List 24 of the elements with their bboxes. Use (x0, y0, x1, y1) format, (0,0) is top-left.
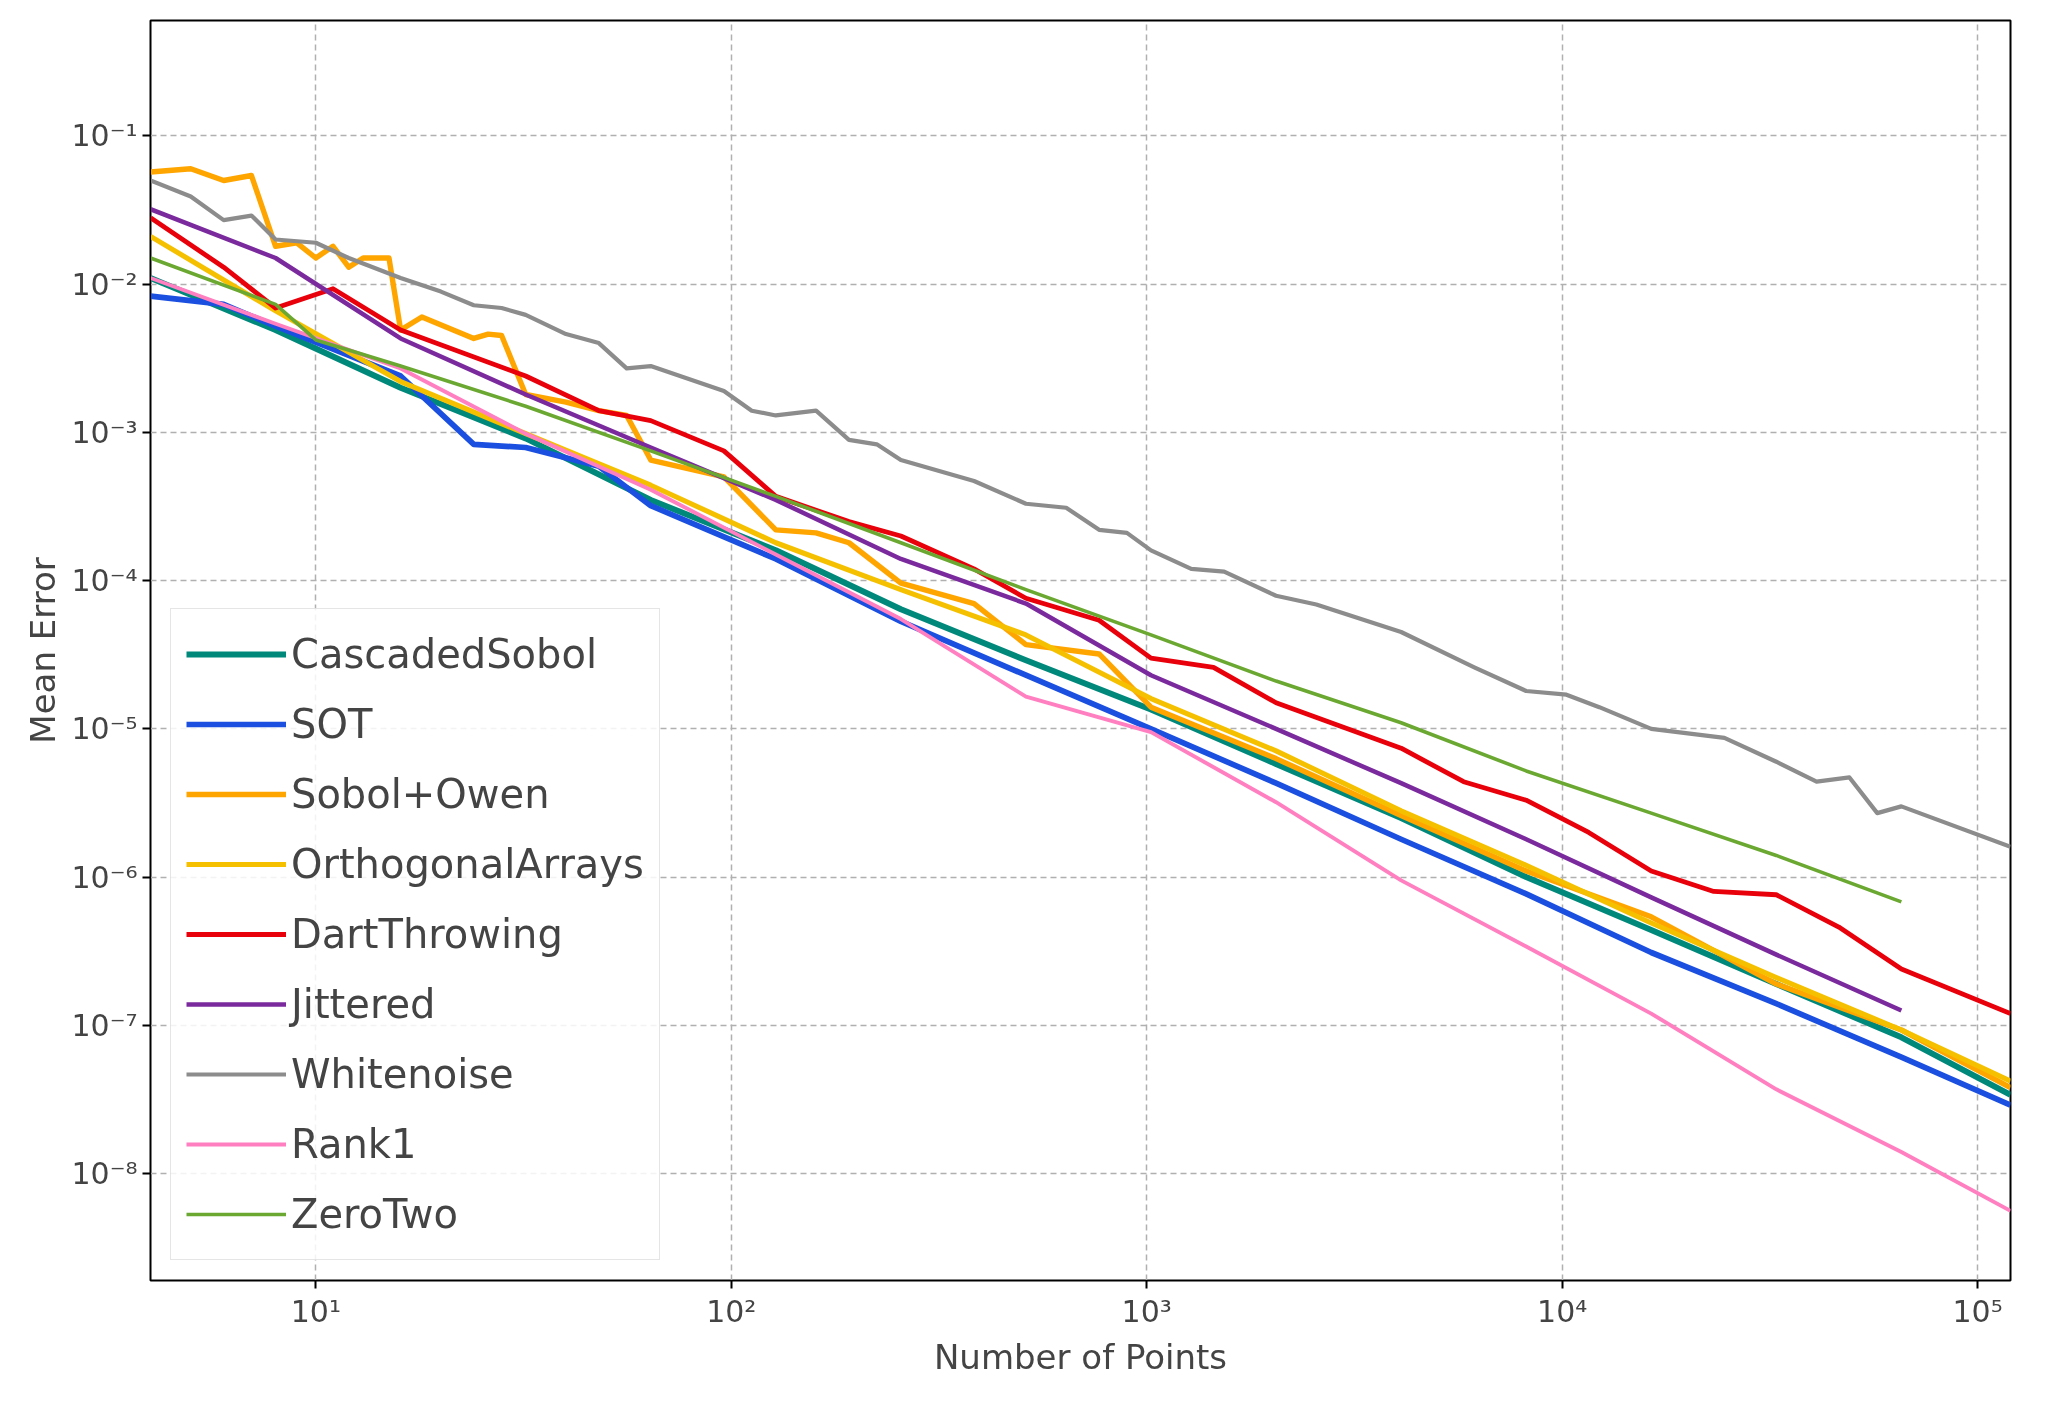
legend-label: SOT (291, 700, 373, 749)
legend-label: Jittered (291, 980, 436, 1029)
y-tick-label: 10⁻⁶ (71, 859, 138, 895)
legend-label: OrthogonalArrays (291, 840, 644, 889)
y-axis-title: Mean Error (23, 557, 64, 744)
y-tick-label: 10⁻⁴ (71, 563, 138, 599)
legend-label: Sobol+Owen (291, 770, 550, 819)
y-tick-label: 10⁻³ (71, 414, 138, 450)
x-tick-label: 10⁵ (1952, 1293, 2003, 1329)
legend-label: ZeroTwo (291, 1190, 459, 1239)
x-axis-title: Number of Points (933, 1336, 1228, 1377)
legend-label: Whitenoise (291, 1050, 514, 1099)
legend-label: DartThrowing (291, 910, 563, 959)
legend-label: Rank1 (291, 1120, 417, 1169)
x-tick-label: 10¹ (290, 1293, 341, 1329)
x-tick-label: 10² (706, 1293, 757, 1329)
y-tick-label: 10⁻⁷ (71, 1007, 138, 1043)
y-tick-label: 10⁻⁸ (71, 1156, 138, 1192)
legend-label: CascadedSobol (291, 630, 598, 679)
y-tick-label: 10⁻⁵ (71, 711, 138, 747)
y-tick-label: 10⁻¹ (71, 118, 138, 154)
y-tick-label: 10⁻² (71, 266, 138, 302)
x-tick-label: 10⁴ (1537, 1293, 1588, 1329)
x-tick-label: 10³ (1121, 1293, 1172, 1329)
